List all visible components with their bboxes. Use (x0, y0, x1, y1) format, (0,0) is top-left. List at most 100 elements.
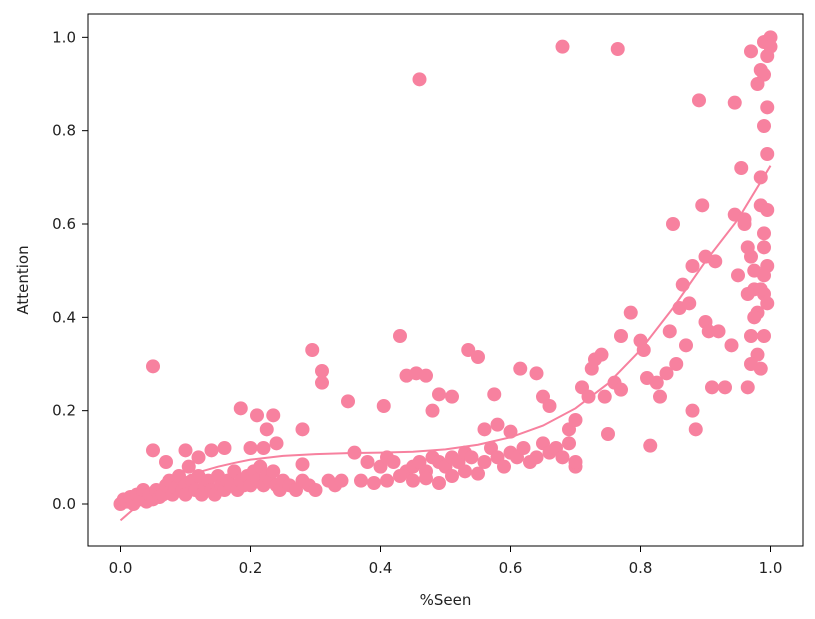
data-point (675, 277, 690, 292)
data-point (614, 329, 628, 343)
data-point (757, 329, 771, 343)
data-point (461, 343, 476, 357)
data-point (753, 282, 768, 297)
data-point (659, 366, 674, 381)
data-point (445, 469, 459, 483)
data-points-layer (113, 30, 778, 511)
data-point (308, 483, 323, 497)
data-point (705, 380, 719, 395)
data-point (347, 445, 362, 460)
data-point (601, 427, 615, 441)
data-point (731, 268, 745, 283)
data-point (597, 389, 612, 404)
x-tick-label: 0.6 (499, 559, 523, 577)
data-point (542, 399, 557, 413)
data-point (354, 473, 368, 488)
data-point (760, 147, 775, 161)
data-point (662, 324, 677, 339)
data-point (669, 357, 684, 371)
data-point (295, 457, 310, 472)
data-point (701, 324, 716, 339)
data-point (503, 424, 518, 439)
x-tick-label: 0.8 (629, 559, 653, 577)
data-point (432, 387, 446, 402)
data-point (708, 254, 723, 269)
data-point (380, 473, 394, 488)
data-point (269, 436, 284, 451)
data-point (419, 471, 433, 486)
data-point (685, 403, 700, 418)
data-point (555, 39, 570, 54)
data-point (682, 296, 697, 311)
data-point (760, 296, 775, 311)
data-point (653, 389, 667, 404)
data-point (315, 364, 329, 378)
data-point (688, 422, 703, 437)
data-point (649, 375, 664, 390)
x-axis-label: %Seen (420, 591, 472, 609)
data-point (376, 399, 391, 413)
data-point (513, 361, 528, 376)
data-point (529, 366, 544, 381)
data-point (679, 338, 693, 353)
data-point (623, 305, 638, 320)
data-point (562, 436, 576, 451)
data-point (425, 403, 440, 418)
data-point (419, 368, 433, 383)
data-point (685, 259, 700, 273)
data-point (295, 422, 310, 437)
data-point (643, 438, 658, 453)
x-tick-label: 0.0 (109, 559, 133, 577)
data-point (516, 441, 531, 455)
data-point (487, 387, 502, 402)
data-point (740, 240, 755, 255)
x-tick-label: 1.0 (759, 559, 783, 577)
data-point (217, 441, 232, 455)
data-point (711, 324, 726, 339)
data-point (458, 464, 472, 479)
plot-frame (87, 13, 804, 547)
data-point (497, 459, 511, 474)
data-point (594, 347, 609, 362)
data-point (191, 450, 206, 465)
data-point (529, 450, 544, 465)
data-point (718, 380, 732, 395)
data-point (760, 203, 775, 217)
data-point (178, 443, 193, 458)
x-tick-label: 0.2 (239, 559, 263, 577)
data-point (393, 469, 407, 483)
data-point (727, 95, 742, 110)
data-point (692, 93, 706, 108)
data-point (259, 422, 274, 437)
data-point (256, 441, 271, 455)
data-point (233, 401, 248, 416)
data-point (747, 310, 762, 325)
y-tick-label: 0.6 (52, 215, 76, 233)
data-point (406, 473, 420, 488)
data-point (744, 357, 758, 371)
data-point (750, 77, 765, 91)
data-point (614, 382, 628, 397)
data-point (636, 343, 651, 357)
data-point (250, 408, 264, 423)
data-point (757, 119, 771, 133)
data-point (367, 476, 381, 490)
data-point (393, 329, 407, 343)
data-point (181, 459, 196, 474)
data-point (341, 394, 355, 409)
y-tick-label: 1.0 (52, 28, 76, 46)
data-point (610, 42, 625, 56)
data-point (334, 473, 349, 488)
data-point (204, 443, 219, 458)
y-axis-label: Attention (14, 245, 32, 314)
data-point (695, 198, 710, 213)
data-point (555, 450, 570, 465)
data-point (471, 350, 485, 364)
data-point (490, 417, 505, 432)
data-point (734, 161, 749, 175)
data-point (666, 217, 680, 231)
data-point (753, 170, 768, 185)
data-point (266, 464, 281, 479)
